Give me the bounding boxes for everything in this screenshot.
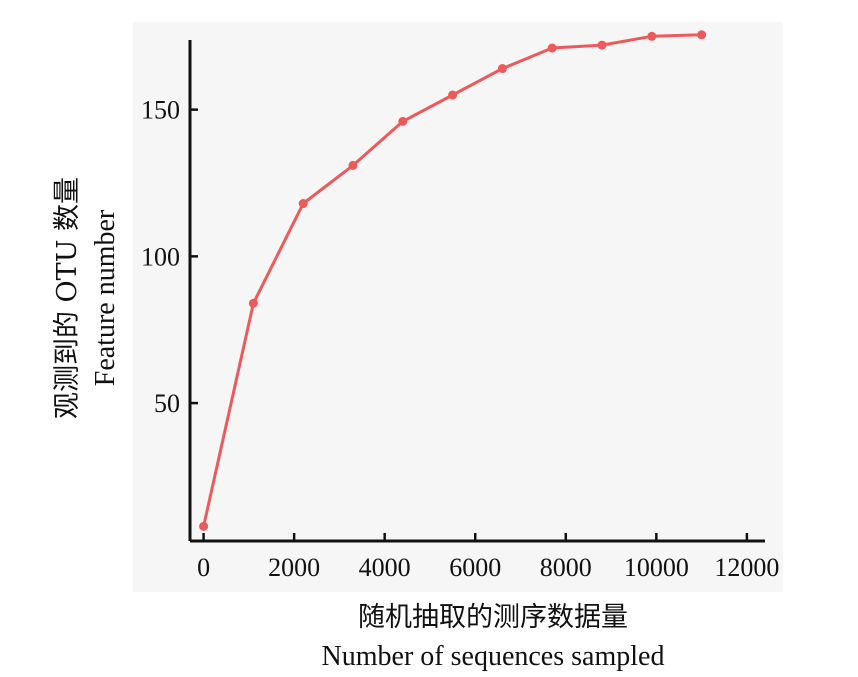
plot-background <box>133 22 783 592</box>
data-point <box>398 116 408 126</box>
data-point <box>248 298 258 308</box>
data-point <box>448 90 458 100</box>
axes <box>188 40 765 543</box>
x-tick-label: 12000 <box>714 553 779 582</box>
y-tick-label: 150 <box>141 96 180 125</box>
series-group <box>199 30 707 531</box>
x-tick-label: 4000 <box>359 553 411 582</box>
x-tick-label: 2000 <box>268 553 320 582</box>
y-axis-title-en: Feature number <box>90 209 121 386</box>
y-tick-label: 50 <box>154 389 180 418</box>
x-tick-label: 10000 <box>624 553 689 582</box>
x-tick-label: 8000 <box>540 553 592 582</box>
data-point <box>348 160 358 170</box>
x-tick-label: 0 <box>197 553 210 582</box>
data-point <box>298 199 308 209</box>
y-tick-label: 100 <box>141 242 180 271</box>
data-point <box>697 30 707 40</box>
data-point <box>199 521 209 531</box>
data-point <box>497 64 507 74</box>
y-ticks: 50 100 150 <box>141 96 198 418</box>
x-tick-label: 6000 <box>449 553 501 582</box>
data-point <box>597 40 607 50</box>
data-point <box>547 43 557 53</box>
x-axis-title-cn: 随机抽取的测序数据量 <box>358 602 628 633</box>
x-ticks: 0 2000 4000 6000 8000 10000 12000 <box>197 533 779 582</box>
y-axis-title-cn: 观测到的 OTU 数量 <box>52 177 83 419</box>
x-axis-title-en: Number of sequences sampled <box>322 641 665 672</box>
data-point <box>647 31 657 41</box>
